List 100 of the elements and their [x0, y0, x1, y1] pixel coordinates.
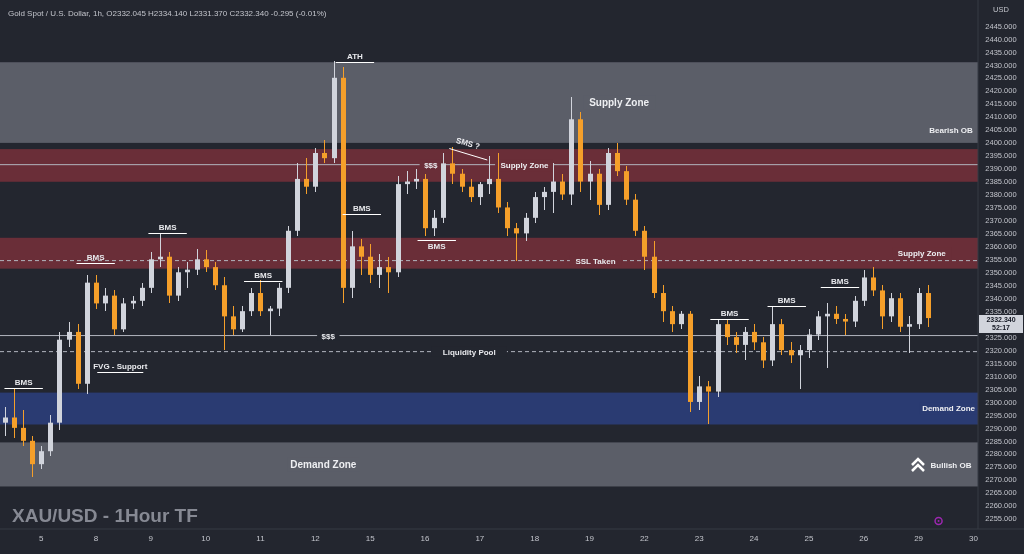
annotation: BMS	[427, 242, 447, 251]
candlestick	[661, 284, 666, 323]
candlestick	[615, 141, 620, 178]
ref-line-label: Liquidity Pool	[442, 347, 496, 357]
candlestick	[514, 222, 519, 262]
candlestick	[103, 287, 108, 312]
candlestick	[21, 409, 26, 447]
candlestick	[176, 266, 181, 302]
x-tick-label: 9	[148, 534, 154, 543]
candlestick	[889, 292, 894, 323]
x-tick-label: 18	[530, 534, 540, 543]
band-label: Supply Zone	[500, 161, 550, 171]
candlestick	[798, 344, 803, 390]
candlestick	[542, 186, 547, 211]
candlestick	[377, 253, 382, 289]
candlestick	[551, 162, 556, 214]
candlestick	[505, 201, 510, 237]
band-label: Demand Zone	[290, 459, 357, 471]
annotation: BMS	[86, 253, 106, 262]
ref-line-label: SSL Taken	[575, 256, 616, 266]
candlestick	[414, 167, 419, 190]
candlestick	[560, 173, 565, 201]
candlestick	[67, 320, 72, 349]
x-tick-label: 23	[694, 534, 705, 543]
candlestick	[487, 154, 492, 196]
candlestick	[231, 305, 236, 336]
candlestick	[533, 191, 538, 224]
x-tick-label: 5	[38, 534, 44, 543]
candlestick	[670, 305, 675, 333]
candlestick	[359, 237, 364, 276]
x-tick-label: 22	[639, 534, 650, 543]
annotation: BMS	[352, 204, 372, 213]
candlestick	[432, 209, 437, 237]
annotation: Bearish OB	[929, 126, 973, 135]
ref-line-label: $$$	[321, 331, 336, 341]
x-tick-label: 24	[749, 534, 760, 543]
annotation: BMS	[777, 296, 797, 305]
annotation: Bullish OB	[930, 461, 972, 470]
text: Gold Spot / U.S. Dollar, 1h, O2332.045 H2334.140 L2331.370 C2332.340 -0.295 (-0.01%)	[8, 9, 327, 18]
candlestick	[807, 328, 812, 359]
candlestick	[907, 315, 912, 354]
x-tick-label: 16	[420, 534, 431, 543]
candlestick	[12, 386, 17, 439]
candlestick	[386, 256, 391, 294]
band-label: Supply Zone	[589, 97, 650, 109]
candlestick	[834, 305, 839, 325]
candlestick	[94, 274, 99, 310]
candlestick	[478, 180, 483, 206]
candlestick	[140, 281, 145, 307]
annotation: BMS	[831, 277, 850, 286]
candlestick	[204, 249, 209, 273]
x-tick-label: 17	[475, 534, 485, 543]
x-tick-label: 12	[310, 534, 321, 543]
candlestick	[304, 157, 309, 196]
candlestick	[679, 310, 684, 331]
band-label: Demand Zone	[922, 404, 976, 414]
candlestick	[761, 336, 766, 369]
candlestick	[240, 305, 245, 333]
x-tick-label: 29	[914, 534, 924, 543]
annotation: ATH	[346, 52, 364, 61]
candlestick	[3, 406, 8, 437]
candlestick	[30, 434, 35, 478]
candlestick	[853, 294, 858, 328]
candlestick	[195, 248, 200, 276]
candlestick	[862, 268, 867, 307]
candlestick	[697, 375, 702, 411]
annotation: SMS ?	[455, 135, 482, 152]
candlestick	[871, 266, 876, 297]
candlestick	[258, 279, 263, 318]
candlestick	[725, 318, 730, 346]
annotation: BMS	[158, 223, 178, 232]
x-tick-label: 10	[201, 534, 211, 543]
annotation: BMS	[254, 271, 273, 280]
candlestick	[277, 281, 282, 318]
text: XAU/USD - 1Hour TF	[12, 505, 198, 526]
candlestick	[450, 146, 455, 185]
x-tick-label: 26	[859, 534, 869, 543]
candlestick	[816, 310, 821, 341]
x-tick-label: 11	[256, 534, 266, 543]
candlestick	[460, 167, 465, 193]
x-tick-label: 25	[804, 534, 814, 543]
candlestick	[843, 313, 848, 336]
annotation: BMS	[720, 309, 740, 318]
band-label: Supply Zone	[897, 249, 947, 259]
x-tick-label: 19	[585, 534, 595, 543]
candlestick	[789, 341, 794, 364]
candlestick	[469, 178, 474, 203]
candlestick	[706, 380, 711, 426]
ref-line-label: $$$	[424, 160, 439, 170]
annotation: FVG - Support	[93, 362, 148, 371]
candlestick	[743, 326, 748, 362]
x-tick-label: 8	[93, 534, 99, 543]
candlestick	[752, 323, 757, 351]
candlestick	[368, 243, 373, 284]
candlestick	[213, 261, 218, 292]
candlestick	[322, 139, 327, 165]
x-tick-label: 15	[365, 534, 376, 543]
x-tick-label: 30	[968, 534, 979, 543]
candlestick	[249, 287, 254, 318]
candlestick	[588, 160, 593, 201]
